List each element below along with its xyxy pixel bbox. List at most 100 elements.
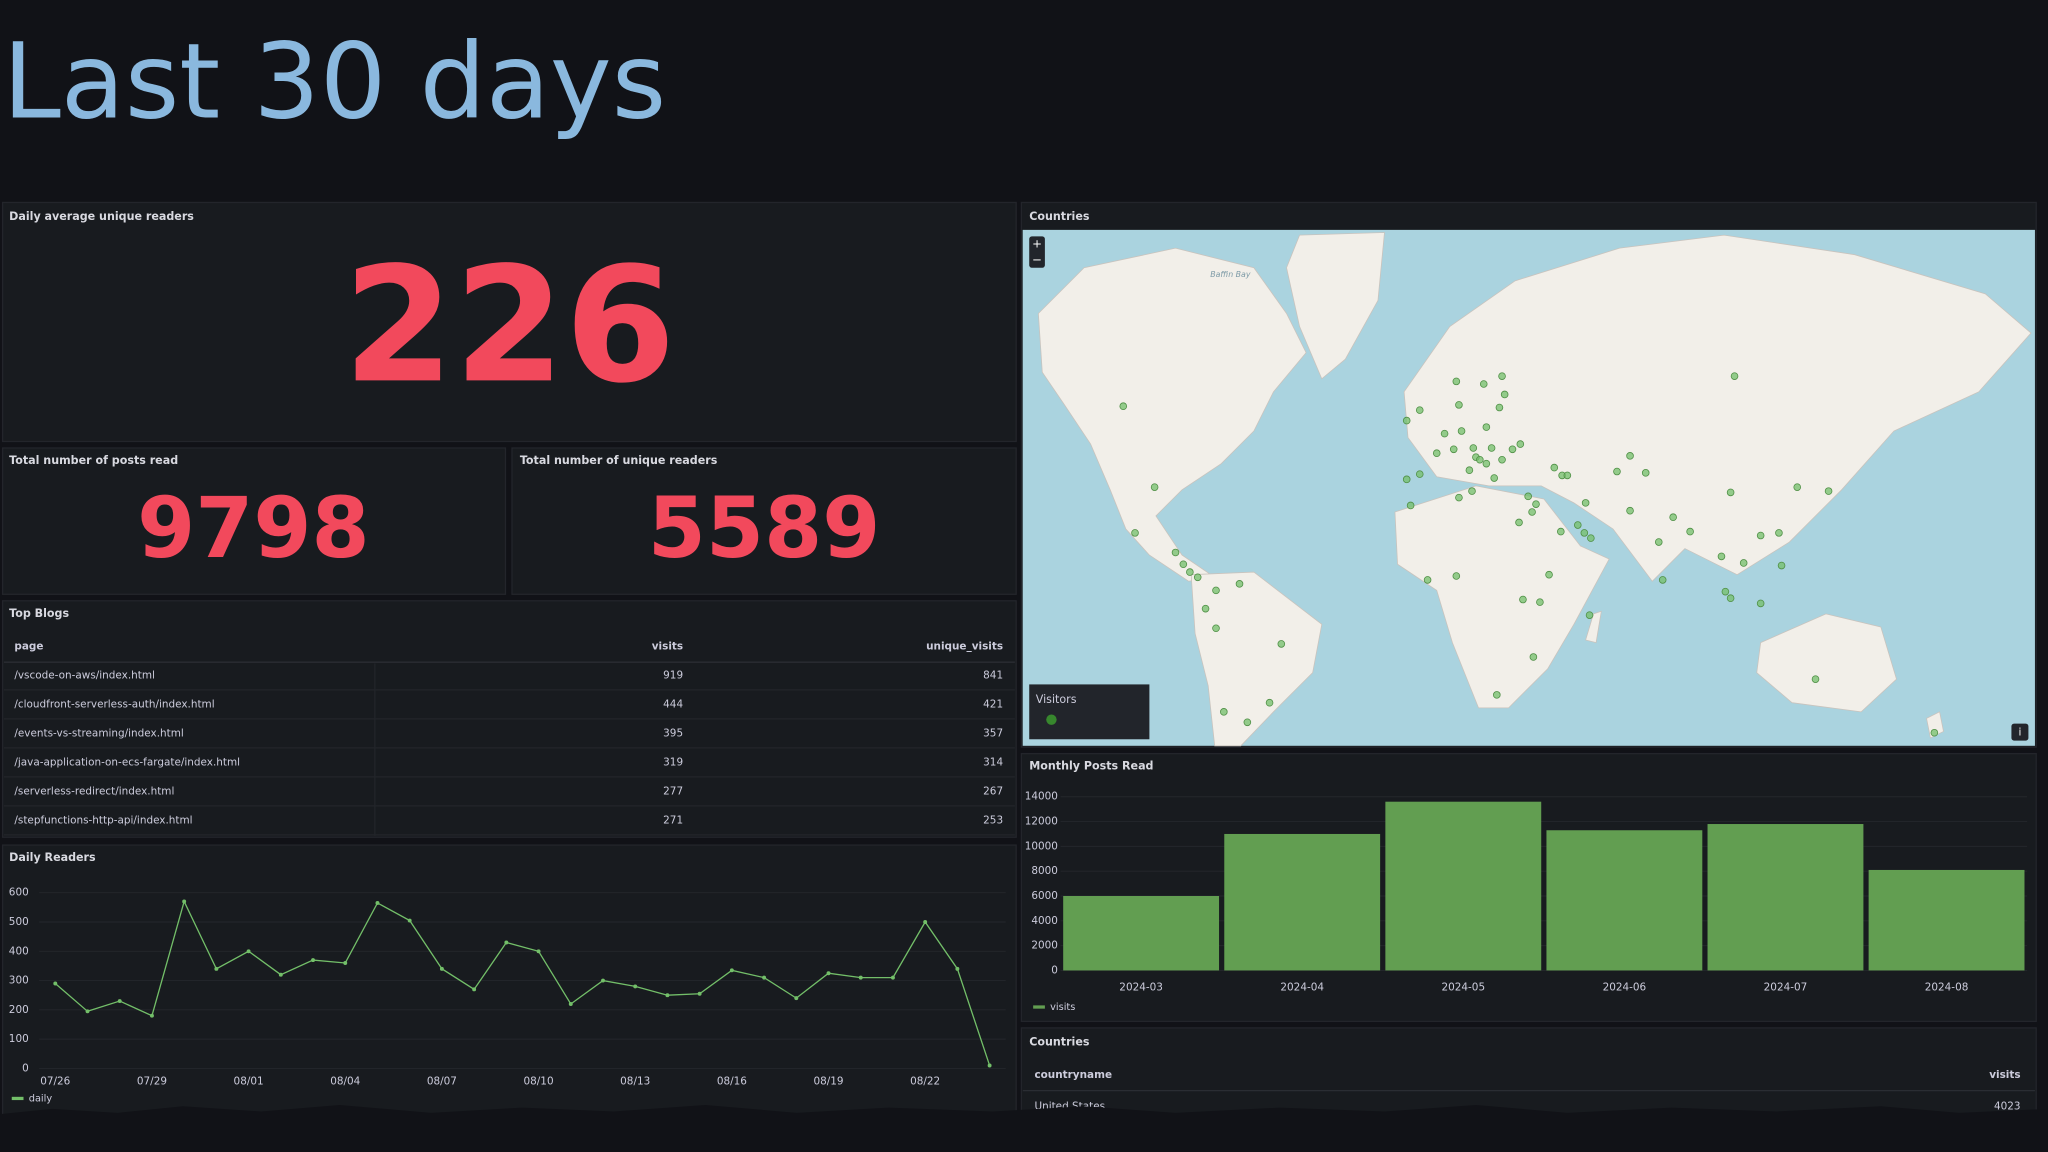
- country-marker[interactable]: [1457, 427, 1466, 435]
- country-marker[interactable]: [1557, 527, 1565, 536]
- country-marker[interactable]: [1550, 463, 1559, 472]
- country-marker[interactable]: [1235, 580, 1244, 588]
- country-marker[interactable]: [1179, 560, 1188, 569]
- zoom-in[interactable]: +: [1032, 237, 1042, 251]
- country-marker[interactable]: [1468, 487, 1476, 495]
- zoom-control[interactable]: [1029, 236, 1045, 268]
- country-marker[interactable]: [1193, 573, 1202, 582]
- country-marker[interactable]: [1212, 624, 1220, 633]
- country-marker[interactable]: [1775, 529, 1783, 537]
- column-header[interactable]: countryname: [1034, 1069, 1112, 1081]
- legend-label[interactable]: daily: [29, 1093, 53, 1104]
- country-marker[interactable]: [1500, 390, 1509, 399]
- column-header[interactable]: visits: [1989, 1069, 2020, 1081]
- country-marker[interactable]: [1406, 501, 1415, 510]
- country-marker[interactable]: [1532, 500, 1540, 508]
- country-marker[interactable]: [1150, 483, 1159, 491]
- column-header[interactable]: page: [14, 641, 43, 653]
- country-marker[interactable]: [1495, 403, 1504, 412]
- country-marker[interactable]: [1476, 455, 1484, 464]
- country-marker[interactable]: [1536, 598, 1544, 606]
- country-marker[interactable]: [1811, 675, 1820, 683]
- country-marker[interactable]: [1581, 499, 1590, 507]
- country-marker[interactable]: [1524, 492, 1532, 501]
- country-marker[interactable]: [1423, 576, 1432, 584]
- y-tick-label: 12000: [1025, 816, 1058, 828]
- country-marker[interactable]: [1545, 570, 1553, 579]
- country-marker[interactable]: [1171, 548, 1180, 557]
- country-marker[interactable]: [1739, 559, 1748, 567]
- country-marker[interactable]: [1402, 416, 1411, 425]
- point: [665, 993, 670, 998]
- country-marker[interactable]: [1574, 521, 1582, 529]
- country-marker[interactable]: [1119, 402, 1128, 410]
- country-marker[interactable]: [1508, 445, 1517, 454]
- country-marker[interactable]: [1824, 487, 1833, 495]
- country-marker[interactable]: [1726, 594, 1735, 602]
- country-marker[interactable]: [1265, 698, 1274, 707]
- country-marker[interactable]: [1415, 470, 1424, 478]
- column-header[interactable]: visits: [652, 641, 683, 653]
- country-marker[interactable]: [1519, 595, 1527, 604]
- panel-title: Daily Readers: [9, 851, 96, 864]
- country-marker[interactable]: [1930, 728, 1939, 737]
- point: [375, 901, 380, 905]
- country-marker[interactable]: [1440, 429, 1449, 438]
- country-marker[interactable]: [1777, 561, 1786, 570]
- country-marker[interactable]: [1432, 449, 1441, 458]
- country-marker[interactable]: [1479, 380, 1488, 388]
- country-marker[interactable]: [1626, 452, 1634, 460]
- country-marker[interactable]: [1626, 506, 1634, 515]
- country-marker[interactable]: [1220, 708, 1228, 716]
- country-marker[interactable]: [1482, 423, 1491, 431]
- zoom-out[interactable]: −: [1032, 252, 1042, 266]
- country-marker[interactable]: [1243, 718, 1252, 727]
- country-marker[interactable]: [1726, 488, 1735, 497]
- country-marker[interactable]: [1469, 444, 1478, 452]
- country-marker[interactable]: [1465, 466, 1474, 474]
- country-marker[interactable]: [1490, 474, 1498, 482]
- country-marker[interactable]: [1452, 377, 1461, 386]
- country-marker[interactable]: [1415, 406, 1424, 414]
- country-marker[interactable]: [1613, 467, 1621, 476]
- country-marker[interactable]: [1756, 599, 1765, 608]
- country-marker[interactable]: [1563, 471, 1572, 480]
- country-marker[interactable]: [1498, 455, 1506, 464]
- info-button[interactable]: [2011, 723, 2029, 741]
- country-marker[interactable]: [1186, 568, 1194, 576]
- country-marker[interactable]: [1686, 527, 1694, 536]
- country-marker[interactable]: [1717, 552, 1726, 561]
- country-marker[interactable]: [1212, 586, 1220, 595]
- country-marker[interactable]: [1529, 653, 1538, 661]
- country-marker[interactable]: [1277, 640, 1286, 648]
- country-marker[interactable]: [1515, 518, 1523, 527]
- info-icon[interactable]: i: [2018, 727, 2021, 739]
- country-marker[interactable]: [1201, 604, 1210, 613]
- country-marker[interactable]: [1455, 401, 1463, 409]
- country-marker[interactable]: [1641, 469, 1650, 477]
- country-marker[interactable]: [1730, 372, 1739, 380]
- country-marker[interactable]: [1587, 534, 1595, 542]
- country-marker[interactable]: [1131, 529, 1139, 537]
- country-marker[interactable]: [1452, 572, 1461, 580]
- country-marker[interactable]: [1756, 531, 1765, 540]
- country-marker[interactable]: [1455, 493, 1463, 502]
- country-marker[interactable]: [1498, 372, 1506, 380]
- country-marker[interactable]: [1669, 513, 1677, 522]
- country-marker[interactable]: [1580, 529, 1589, 537]
- legend-label[interactable]: visits: [1050, 1002, 1075, 1013]
- country-marker[interactable]: [1585, 611, 1594, 619]
- country-marker[interactable]: [1654, 538, 1663, 546]
- country-marker[interactable]: [1528, 508, 1536, 516]
- country-marker[interactable]: [1482, 459, 1491, 468]
- country-marker[interactable]: [1793, 483, 1802, 491]
- world-map[interactable]: Baffin Bay + − i Visitors: [1022, 229, 2035, 747]
- country-marker[interactable]: [1721, 587, 1730, 596]
- country-marker[interactable]: [1487, 444, 1496, 452]
- country-marker[interactable]: [1449, 445, 1458, 454]
- country-marker[interactable]: [1493, 691, 1501, 699]
- country-marker[interactable]: [1516, 440, 1525, 448]
- country-marker[interactable]: [1402, 475, 1411, 484]
- country-marker[interactable]: [1658, 576, 1667, 584]
- column-header[interactable]: unique_visits: [926, 641, 1003, 653]
